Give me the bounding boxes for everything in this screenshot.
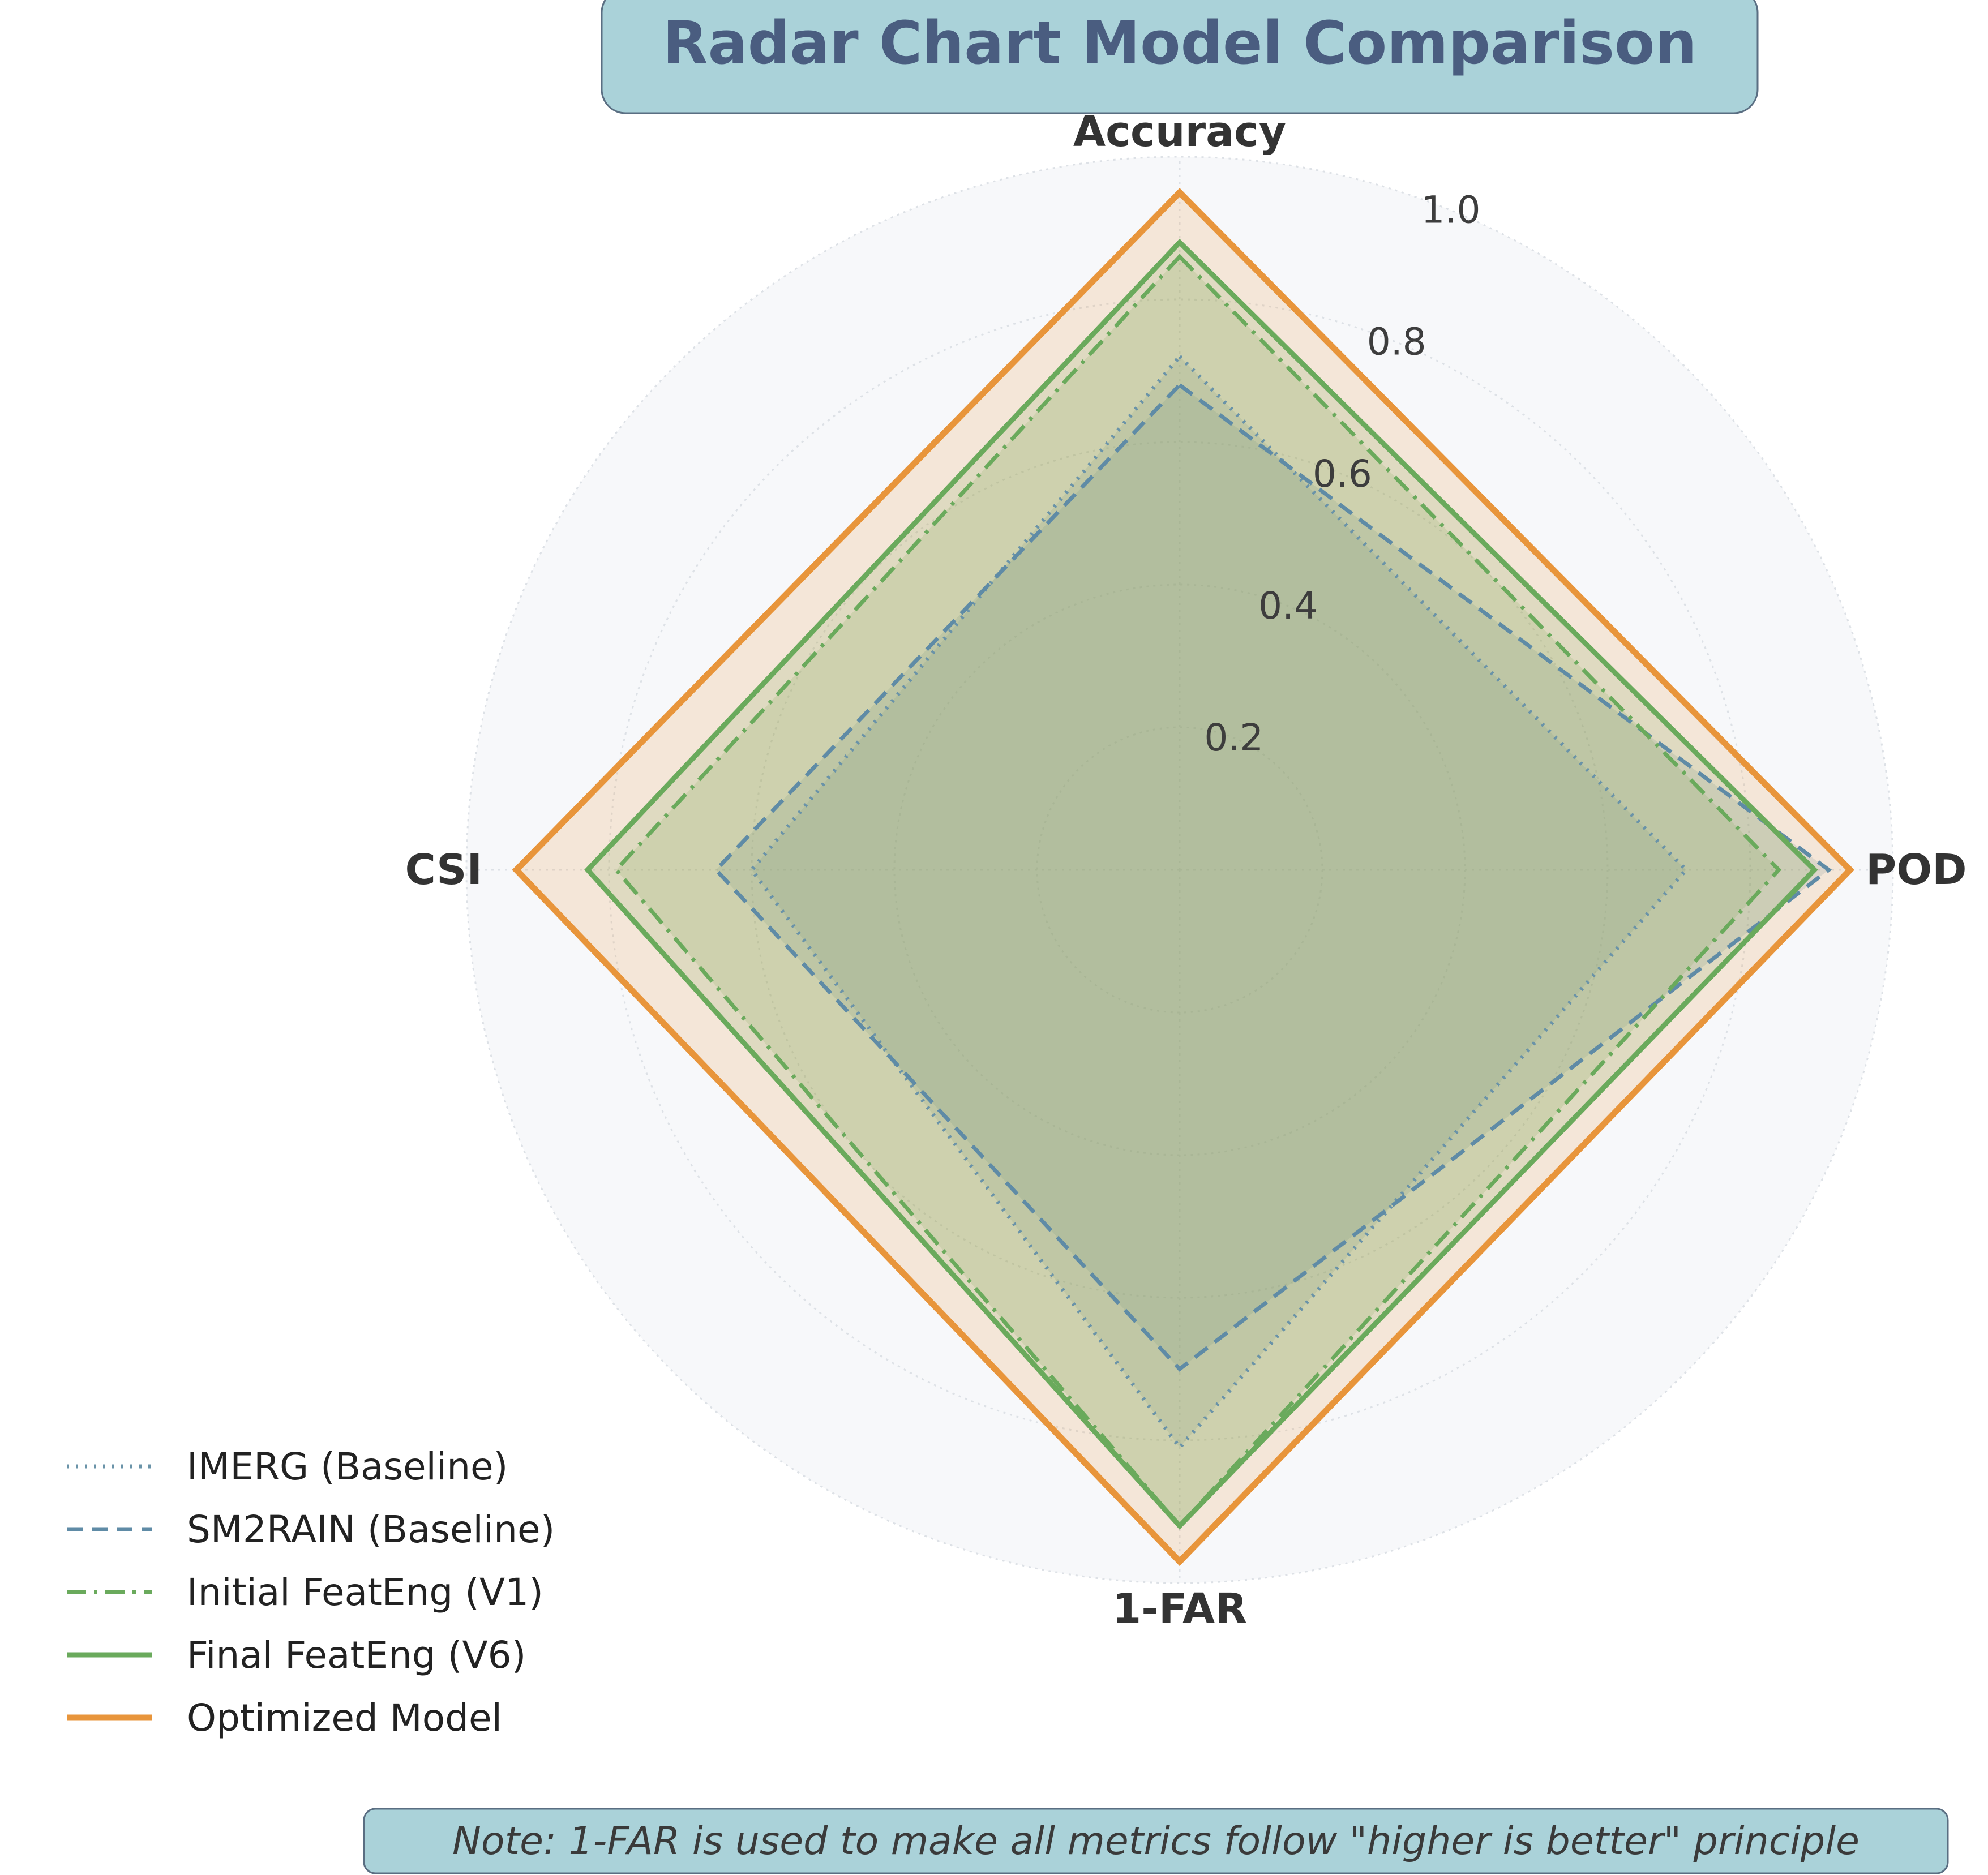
radial-grid bbox=[465, 156, 1894, 1584]
tick-label: 0.8 bbox=[1367, 320, 1426, 364]
tick-label: 0.6 bbox=[1313, 452, 1372, 496]
series-area bbox=[716, 385, 1829, 1370]
legend-label: Optimized Model bbox=[187, 1696, 502, 1740]
legend: IMERG (Baseline) SM2RAIN (Baseline) Initia… bbox=[67, 1445, 555, 1740]
axis-label-csi: CSI bbox=[405, 846, 482, 894]
series-line bbox=[749, 353, 1689, 1451]
legend-label: Final FeatEng (V6) bbox=[187, 1633, 526, 1677]
grid-ring bbox=[465, 156, 1894, 1584]
series-line bbox=[584, 238, 1818, 1530]
legend-label: IMERG (Baseline) bbox=[187, 1445, 508, 1488]
legend-label: Initial FeatEng (V1) bbox=[187, 1571, 543, 1614]
note-box bbox=[363, 1808, 1949, 1874]
series-area bbox=[588, 242, 1815, 1526]
chart-title: Radar Chart Model Comparison bbox=[662, 8, 1696, 78]
axis-label-1-far: 1-FAR bbox=[1112, 1585, 1248, 1633]
title-box bbox=[601, 0, 1759, 114]
series-line bbox=[512, 188, 1855, 1567]
axis-label-pod: POD bbox=[1866, 846, 1967, 894]
tick-label: 1.0 bbox=[1421, 188, 1481, 232]
series-line bbox=[713, 382, 1832, 1372]
tick-label: 0.2 bbox=[1204, 716, 1263, 760]
tick-label: 0.4 bbox=[1258, 584, 1318, 628]
legend-label: SM2RAIN (Baseline) bbox=[187, 1508, 555, 1551]
radial-tick-labels: 0.2 0.4 0.6 0.8 1.0 bbox=[1204, 188, 1480, 760]
axis-label-accuracy: Accuracy bbox=[1073, 108, 1286, 156]
series-area bbox=[752, 356, 1686, 1448]
series-lines bbox=[512, 188, 1855, 1567]
note-text: Note: 1-FAR is used to make all metrics … bbox=[452, 1819, 1860, 1864]
